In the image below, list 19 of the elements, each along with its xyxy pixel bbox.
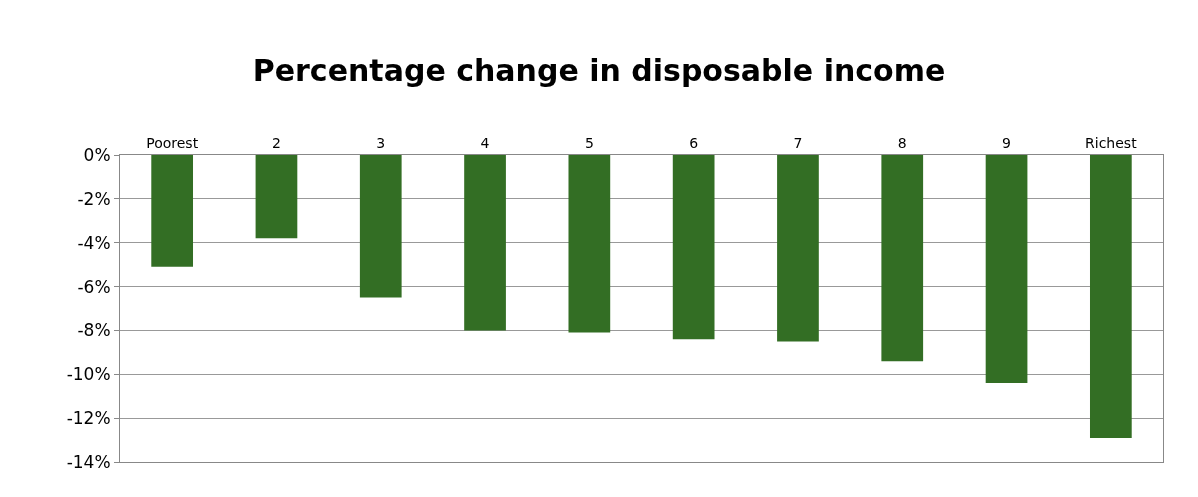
x-tick-label: 5 xyxy=(584,135,594,152)
x-tick-label: Richest xyxy=(1085,135,1138,152)
x-tick-label: 8 xyxy=(897,135,907,152)
x-tick-label: 4 xyxy=(480,135,490,152)
chart-title: Percentage change in disposable income xyxy=(252,52,946,88)
y-tick-label: -10% xyxy=(66,364,111,385)
x-tick-label: 6 xyxy=(689,135,699,152)
y-tick-label: -12% xyxy=(66,408,111,429)
y-tick-label: -6% xyxy=(77,276,111,297)
y-tick-label: -8% xyxy=(77,320,111,341)
x-tick-label: 2 xyxy=(271,135,281,152)
x-tick-label: 9 xyxy=(1002,135,1012,152)
y-tick-label: -14% xyxy=(66,451,111,472)
y-tick-label: -4% xyxy=(77,232,111,253)
y-tick-label: -2% xyxy=(77,188,111,209)
x-tick-label: 7 xyxy=(793,135,803,152)
x-tick-label: 3 xyxy=(376,135,386,152)
x-tick-label: Poorest xyxy=(146,135,199,152)
y-tick-label: 0% xyxy=(83,144,111,165)
